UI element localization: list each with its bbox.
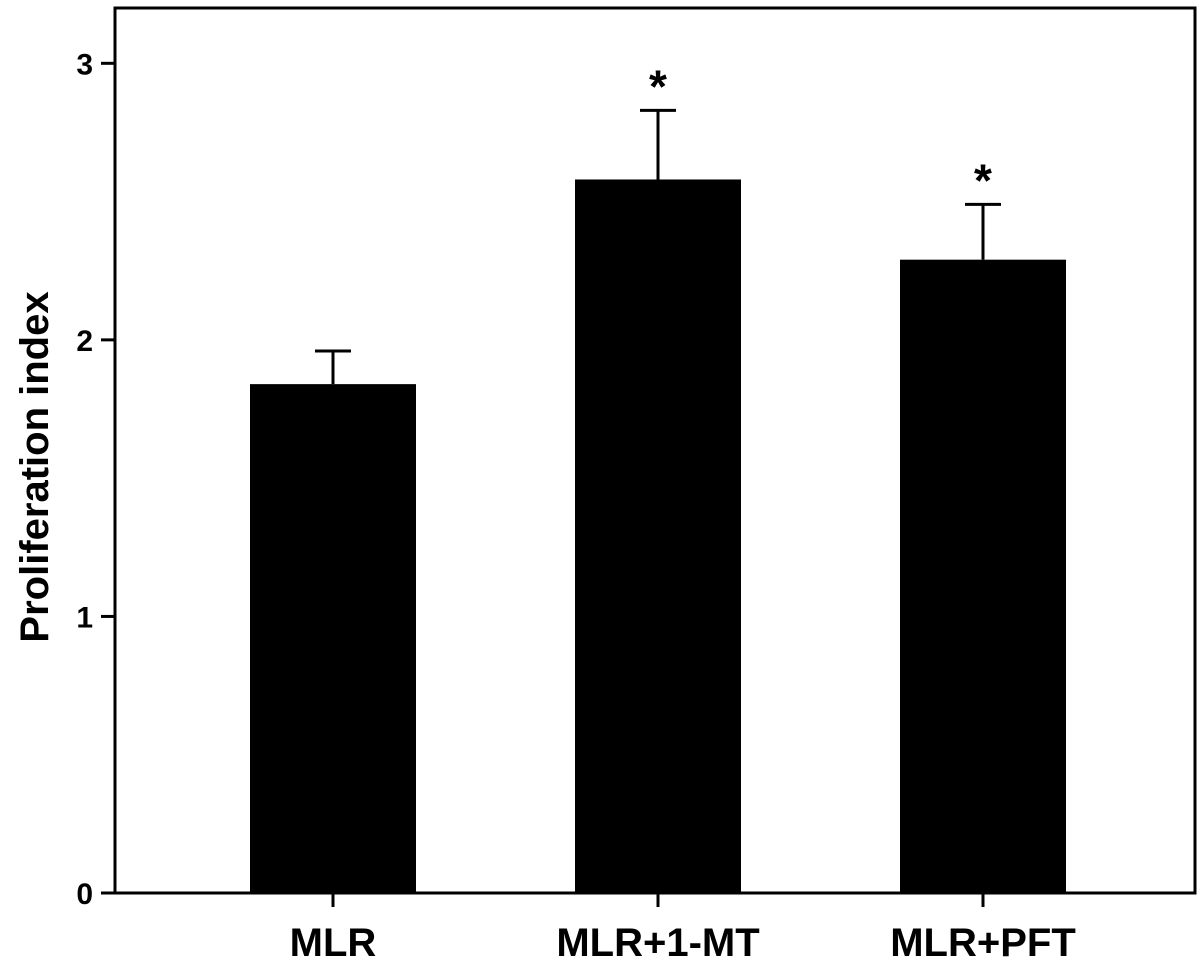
- bars: [250, 179, 1066, 893]
- bar: [575, 179, 741, 893]
- x-category-label: MLR+1-MT: [556, 921, 759, 965]
- significance-marker: *: [649, 60, 667, 112]
- significance-marker: *: [974, 154, 992, 206]
- y-axis-title: Proliferation index: [13, 291, 57, 642]
- bar: [900, 259, 1066, 893]
- bar: [250, 384, 416, 893]
- y-tick-label: 0: [76, 878, 93, 911]
- axis-labels: 0 1 2 3 MLR * MLR+1-MT * MLR+PFT: [76, 48, 1075, 965]
- y-tick-label: 3: [76, 48, 93, 81]
- axis-ticks: [101, 61, 985, 907]
- error-bars: [315, 108, 1001, 385]
- x-category-label: MLR: [290, 921, 377, 965]
- y-tick-label: 1: [76, 601, 93, 634]
- y-tick-label: 2: [76, 325, 93, 358]
- x-category-label: MLR+PFT: [890, 921, 1076, 965]
